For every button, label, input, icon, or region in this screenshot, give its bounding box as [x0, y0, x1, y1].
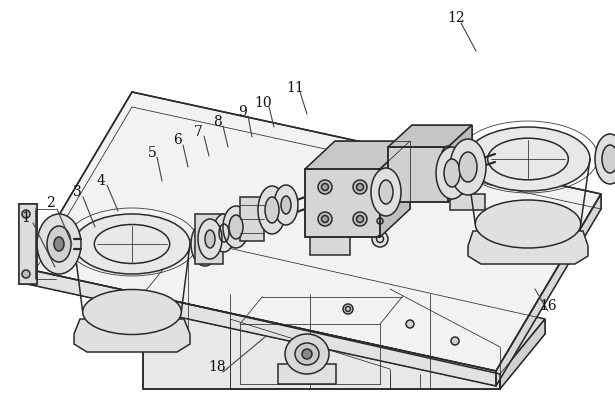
Polygon shape [143, 294, 500, 389]
Ellipse shape [441, 147, 455, 172]
Ellipse shape [74, 215, 190, 274]
Ellipse shape [322, 184, 328, 191]
Ellipse shape [281, 196, 291, 215]
Ellipse shape [353, 213, 367, 227]
Bar [240, 198, 264, 241]
Ellipse shape [191, 223, 219, 266]
Ellipse shape [602, 146, 615, 174]
Text: 11: 11 [286, 81, 304, 95]
Ellipse shape [295, 343, 319, 365]
Ellipse shape [205, 231, 215, 248]
Text: 4: 4 [97, 174, 105, 188]
Text: 6: 6 [173, 133, 183, 147]
Ellipse shape [466, 128, 590, 192]
Ellipse shape [265, 198, 279, 223]
Ellipse shape [343, 304, 353, 314]
Ellipse shape [353, 180, 367, 194]
Ellipse shape [198, 219, 222, 259]
Ellipse shape [258, 186, 286, 235]
Text: 18: 18 [208, 359, 226, 373]
Ellipse shape [371, 168, 401, 217]
Ellipse shape [434, 136, 462, 184]
Ellipse shape [444, 160, 460, 188]
Text: 5: 5 [148, 146, 156, 160]
Ellipse shape [357, 216, 363, 223]
Text: 7: 7 [194, 125, 202, 139]
Ellipse shape [357, 184, 363, 191]
Text: 10: 10 [254, 96, 272, 110]
Ellipse shape [451, 337, 459, 345]
Polygon shape [380, 142, 410, 237]
Bar [195, 215, 223, 264]
Text: 12: 12 [447, 11, 465, 25]
Text: 9: 9 [239, 105, 247, 119]
Ellipse shape [302, 349, 312, 359]
Polygon shape [500, 319, 545, 389]
Ellipse shape [318, 180, 332, 194]
Bar [19, 205, 37, 284]
Text: 16: 16 [539, 298, 557, 312]
Ellipse shape [22, 270, 30, 278]
Text: 3: 3 [73, 184, 81, 198]
Ellipse shape [406, 320, 414, 328]
Ellipse shape [379, 180, 393, 205]
Ellipse shape [213, 215, 235, 252]
Ellipse shape [372, 231, 388, 247]
Ellipse shape [47, 227, 71, 262]
Ellipse shape [54, 237, 64, 251]
Polygon shape [496, 194, 601, 386]
Ellipse shape [595, 135, 615, 184]
Polygon shape [388, 126, 472, 148]
Polygon shape [448, 126, 472, 203]
Ellipse shape [318, 213, 332, 227]
Polygon shape [305, 142, 410, 170]
Text: 1: 1 [22, 211, 30, 225]
Polygon shape [388, 148, 448, 203]
Ellipse shape [285, 334, 329, 374]
Ellipse shape [229, 215, 243, 239]
Polygon shape [305, 170, 380, 237]
Polygon shape [27, 93, 601, 371]
Ellipse shape [223, 207, 249, 248]
Ellipse shape [82, 290, 181, 335]
Bar [450, 194, 485, 211]
Bar [310, 237, 350, 255]
Text: 8: 8 [213, 115, 223, 129]
Ellipse shape [198, 233, 212, 256]
Ellipse shape [322, 216, 328, 223]
Polygon shape [27, 269, 496, 386]
Ellipse shape [373, 215, 387, 229]
Text: 2: 2 [46, 196, 54, 209]
Ellipse shape [450, 140, 486, 196]
Ellipse shape [22, 211, 30, 219]
Bar [278, 364, 336, 384]
Ellipse shape [274, 186, 298, 225]
Ellipse shape [459, 153, 477, 182]
Polygon shape [143, 239, 545, 374]
Polygon shape [74, 319, 190, 352]
Ellipse shape [37, 215, 81, 274]
Polygon shape [468, 231, 588, 264]
Ellipse shape [475, 200, 581, 248]
Ellipse shape [436, 148, 468, 200]
